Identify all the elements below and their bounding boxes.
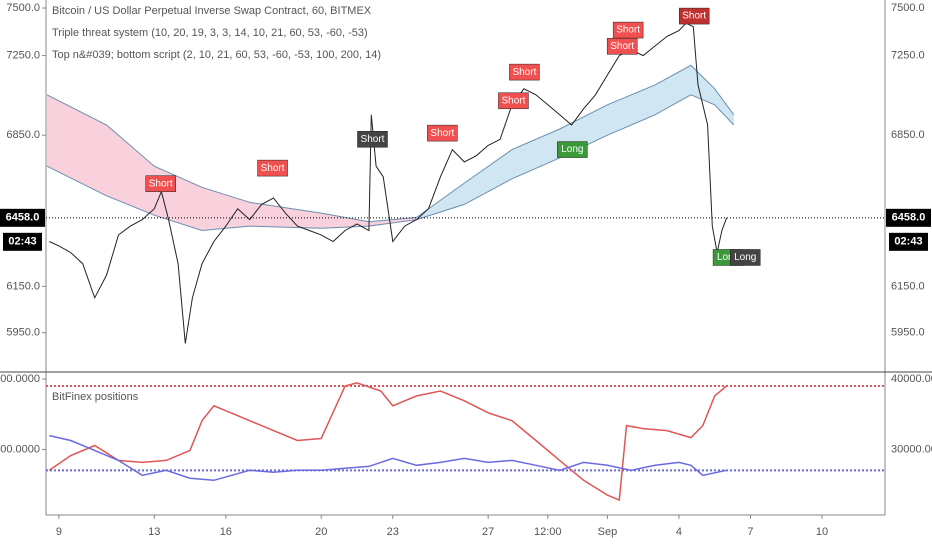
indicator-1: Triple threat system (10, 20, 19, 3, 3, …	[52, 27, 368, 39]
y-tick-label: 7500.0	[891, 2, 925, 14]
price-tag	[886, 208, 931, 227]
price-tag	[0, 208, 45, 227]
signal-label: Short	[610, 41, 634, 52]
y-tick-label: 6850.0	[891, 129, 925, 141]
signal-label: Short	[501, 95, 525, 106]
countdown-label: 02:43	[894, 236, 922, 248]
signal-label: Short	[682, 11, 706, 22]
signal-label: Short	[149, 178, 173, 189]
signal-box	[145, 175, 176, 192]
x-tick-label: 16	[220, 526, 232, 538]
y-tick-label: 7250.0	[6, 49, 40, 61]
signal-label: Long	[561, 144, 583, 155]
x-tick-label: 7	[747, 526, 753, 538]
countdown-tag	[3, 232, 42, 251]
x-tick-label: 20	[315, 526, 327, 538]
signal-box	[257, 159, 288, 177]
x-tick-label: Sep	[598, 526, 618, 538]
price-tag-label: 6458.0	[892, 212, 926, 224]
y-tick-label: 30000.0000	[0, 443, 40, 455]
signal-box	[729, 249, 761, 266]
y-tick-label: 7250.0	[891, 49, 925, 61]
signal-label: Long	[734, 252, 756, 263]
pane-title: BitFinex positions	[52, 391, 139, 403]
signal-label: Short	[361, 134, 385, 145]
band-area	[47, 94, 417, 231]
signal-box	[357, 131, 388, 148]
signal-label: Short	[512, 67, 536, 78]
y-tick-label: 40000.0000	[891, 373, 932, 385]
x-tick-label: 13	[148, 526, 160, 538]
signal-box	[509, 63, 540, 81]
y-tick-label: 5950.0	[6, 327, 40, 339]
x-tick-label: 23	[387, 526, 399, 538]
price-tag-label: 6458.0	[6, 212, 40, 224]
signal-box	[427, 124, 458, 142]
band-edge	[46, 94, 417, 223]
series-line	[49, 434, 727, 482]
signal-label: Short	[261, 163, 285, 174]
y-tick-label: 6150.0	[6, 280, 40, 292]
x-tick-label: 4	[676, 526, 682, 538]
y-tick-label: 40000.0000	[0, 373, 40, 385]
y-tick-label: 6850.0	[6, 129, 40, 141]
series-line	[48, 382, 728, 502]
countdown-label: 02:43	[8, 236, 36, 248]
signal-label: Long	[717, 252, 739, 263]
y-tick-label: 30000.0000	[891, 443, 932, 455]
signal-box	[606, 38, 638, 55]
signal-box	[498, 92, 529, 110]
x-tick-label: 12:00	[534, 526, 562, 538]
x-tick-label: 9	[56, 526, 62, 538]
countdown-tag	[889, 232, 928, 251]
y-tick-label: 6150.0	[891, 280, 925, 292]
chart-title: Bitcoin / US Dollar Perpetual Inverse Sw…	[52, 5, 372, 17]
signal-label: Short	[430, 128, 454, 139]
series-line	[49, 22, 728, 344]
band-edge	[416, 94, 735, 221]
signal-box	[678, 7, 710, 25]
y-tick-label: 5950.0	[891, 327, 925, 339]
x-tick-label: 10	[816, 526, 828, 538]
signal-label: Short	[616, 25, 640, 36]
indicator-2: Top n&#039; bottom script (2, 10, 21, 60…	[52, 49, 381, 61]
y-tick-label: 7500.0	[6, 2, 40, 14]
x-tick-label: 27	[482, 526, 494, 538]
band-edge	[416, 64, 735, 218]
signal-box	[557, 141, 588, 158]
